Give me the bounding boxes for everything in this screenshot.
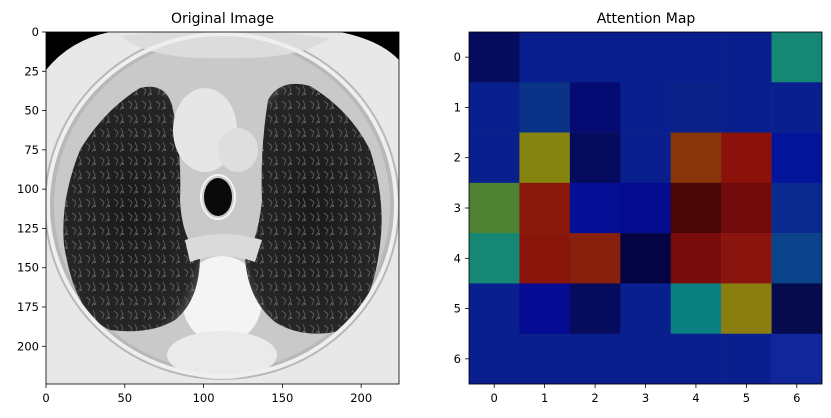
left-y-tick-label: 75 xyxy=(24,143,39,157)
heatmap-cell-r2-c3 xyxy=(620,132,672,184)
right-y-axis: 0 1 2 3 4 5 6 xyxy=(454,50,469,366)
heatmap-cell-r5-c5 xyxy=(721,283,772,335)
heatmap-cell-r5-c3 xyxy=(620,283,672,335)
heatmap-cell-r0-c3 xyxy=(620,32,672,83)
heatmap-cell-r3-c3 xyxy=(620,182,672,234)
heatmap-cell-r1-c2 xyxy=(569,82,621,133)
right-x-tick-label: 0 xyxy=(491,391,498,405)
right-x-tick-label: 4 xyxy=(692,391,699,405)
heatmap-cell-r2-c2 xyxy=(569,132,621,184)
left-x-tick-label: 100 xyxy=(193,391,215,405)
heatmap-cell-r6-c5 xyxy=(721,333,772,385)
heatmap-cell-r1-c5 xyxy=(721,82,772,133)
heatmap-cell-r6-c3 xyxy=(620,333,672,385)
heatmap-cell-r1-c1 xyxy=(519,82,571,133)
heatmap-cells xyxy=(469,32,823,385)
right-y-tick-label: 6 xyxy=(454,352,461,366)
left-x-tick-label: 50 xyxy=(117,391,132,405)
heatmap-cell-r2-c1 xyxy=(519,132,571,184)
heatmap-cell-r2-c4 xyxy=(670,132,722,184)
left-axes-frame xyxy=(45,31,400,385)
heatmap-cell-r2-c6 xyxy=(771,132,823,184)
heatmap-cell-r1-c6 xyxy=(771,82,823,133)
heatmap-cell-r0-c6 xyxy=(771,32,823,83)
right-y-tick-label: 5 xyxy=(454,302,461,316)
heatmap-cell-r5-c6 xyxy=(771,283,823,335)
heatmap-cell-r6-c4 xyxy=(670,333,722,385)
heatmap-cell-r5-c0 xyxy=(469,283,520,335)
right-x-tick-label: 6 xyxy=(793,391,800,405)
left-y-tick-label: 0 xyxy=(32,25,39,39)
left-x-axis: 0 50 100 150 200 xyxy=(42,384,372,405)
left-x-tick-label: 0 xyxy=(42,391,49,405)
heatmap-cell-r4-c2 xyxy=(569,233,621,284)
left-y-tick-label: 175 xyxy=(17,300,39,314)
heatmap-cell-r0-c4 xyxy=(670,32,722,83)
heatmap-cell-r0-c1 xyxy=(519,32,571,83)
heatmap-cell-r0-c2 xyxy=(569,32,621,83)
heatmap-cell-r3-c2 xyxy=(569,182,621,234)
heatmap-cell-r5-c2 xyxy=(569,283,621,335)
left-y-tick-label: 125 xyxy=(17,221,39,235)
heatmap-cell-r5-c4 xyxy=(670,283,722,335)
heatmap-cell-r0-c5 xyxy=(721,32,772,83)
right-panel-title: Attention Map xyxy=(597,11,696,27)
heatmap-cell-r4-c6 xyxy=(771,233,823,284)
heatmap-cell-r3-c1 xyxy=(519,182,571,234)
heatmap-cell-r6-c1 xyxy=(519,333,571,385)
heatmap-cell-r5-c1 xyxy=(519,283,571,335)
heatmap-cell-r3-c5 xyxy=(721,182,772,234)
right-x-axis: 0 1 2 3 4 5 6 xyxy=(491,384,800,405)
right-y-tick-label: 3 xyxy=(454,201,461,215)
heatmap-cell-r0-c0 xyxy=(469,32,520,83)
heatmap-cell-r2-c5 xyxy=(721,132,772,184)
left-x-tick-label: 150 xyxy=(271,391,293,405)
right-y-tick-label: 0 xyxy=(454,50,461,64)
left-y-tick-label: 50 xyxy=(24,104,39,118)
right-x-tick-label: 5 xyxy=(743,391,750,405)
heatmap-cell-r4-c5 xyxy=(721,233,772,284)
right-x-tick-label: 1 xyxy=(541,391,548,405)
heatmap-cell-r3-c0 xyxy=(469,182,520,234)
heatmap-cell-r4-c1 xyxy=(519,233,571,284)
right-y-tick-label: 2 xyxy=(454,151,461,165)
right-panel: Attention Map 0 1 2 3 4 5 6 0 1 2 3 4 5 6 xyxy=(454,11,823,405)
right-y-tick-label: 1 xyxy=(454,100,461,114)
heatmap-cell-r1-c4 xyxy=(670,82,722,133)
heatmap-cell-r4-c3 xyxy=(620,233,672,284)
left-y-tick-label: 100 xyxy=(17,182,39,196)
heatmap-cell-r6-c0 xyxy=(469,333,520,385)
heatmap-cell-r3-c6 xyxy=(771,182,823,234)
left-y-tick-label: 200 xyxy=(17,339,39,353)
heatmap-cell-r6-c6 xyxy=(771,333,823,385)
right-y-tick-label: 4 xyxy=(454,251,461,265)
right-x-tick-label: 3 xyxy=(642,391,649,405)
left-y-tick-label: 150 xyxy=(17,261,39,275)
heatmap-cell-r3-c4 xyxy=(670,182,722,234)
left-y-tick-label: 25 xyxy=(24,64,39,78)
heatmap-cell-r4-c0 xyxy=(469,233,520,284)
left-panel-title: Original Image xyxy=(171,11,274,27)
left-y-axis: 0 25 50 75 100 125 150 175 200 xyxy=(17,25,46,353)
heatmap-cell-r6-c2 xyxy=(569,333,621,385)
right-x-tick-label: 2 xyxy=(591,391,598,405)
heatmap-cell-r2-c0 xyxy=(469,132,520,184)
heatmap-cell-r4-c4 xyxy=(670,233,722,284)
ct-chest-axial-slice xyxy=(46,32,399,384)
heatmap-cell-r1-c3 xyxy=(620,82,672,133)
left-panel: Original Image 0 50 100 150 200 0 25 50 75 100 12… xyxy=(17,11,400,405)
heatmap-cell-r1-c0 xyxy=(469,82,520,133)
left-x-tick-label: 200 xyxy=(350,391,372,405)
